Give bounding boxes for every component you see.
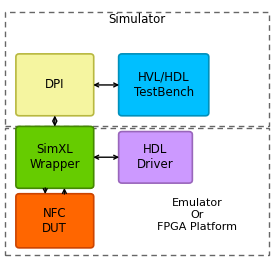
FancyBboxPatch shape xyxy=(16,194,94,248)
FancyBboxPatch shape xyxy=(5,12,269,126)
Text: DPI: DPI xyxy=(45,78,65,91)
Text: HVL/HDL
TestBench: HVL/HDL TestBench xyxy=(134,71,194,99)
Text: NFC
DUT: NFC DUT xyxy=(42,207,67,235)
FancyBboxPatch shape xyxy=(119,132,192,183)
FancyBboxPatch shape xyxy=(5,128,269,255)
Text: Emulator
Or
FPGA Platform: Emulator Or FPGA Platform xyxy=(157,198,237,232)
Text: Simulator: Simulator xyxy=(109,13,165,26)
FancyBboxPatch shape xyxy=(16,54,94,116)
FancyBboxPatch shape xyxy=(16,126,94,188)
FancyBboxPatch shape xyxy=(119,54,209,116)
Text: SimXL
Wrapper: SimXL Wrapper xyxy=(30,143,80,171)
Text: HDL
Driver: HDL Driver xyxy=(137,143,174,171)
